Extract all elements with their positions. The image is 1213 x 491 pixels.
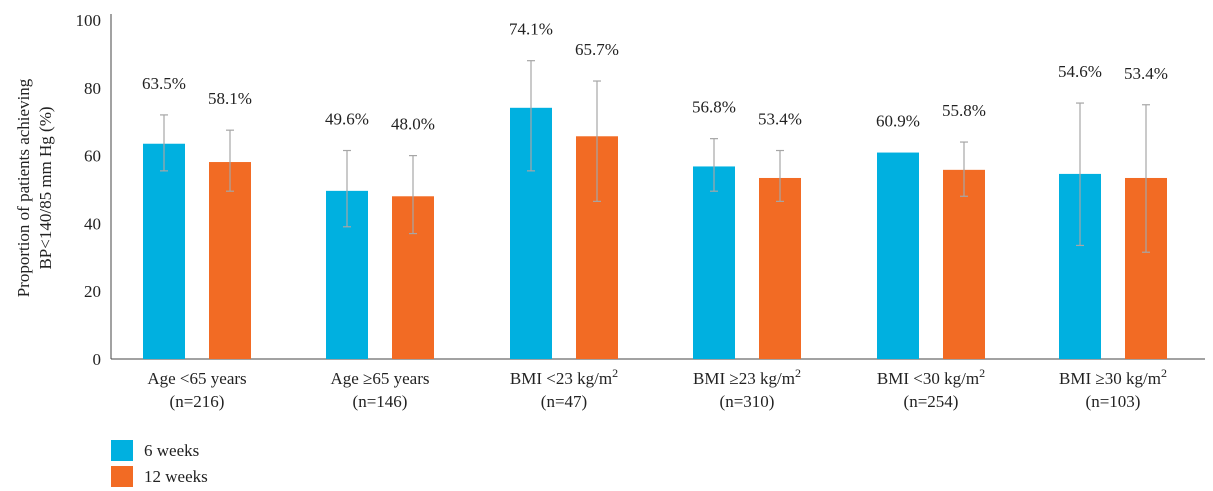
category-label: BMI <30 kg/m2 (n=254) <box>877 366 985 411</box>
y-axis-title-line2: BP<140/85 mm Hg (%) <box>36 106 55 269</box>
category-label-line2: (n=310) <box>720 392 775 411</box>
category-label-line1: BMI ≥23 kg/m2 <box>693 366 801 388</box>
category-label-line1: BMI <30 kg/m2 <box>877 366 985 388</box>
value-label: 65.7% <box>575 40 619 59</box>
error-bar <box>960 141 968 197</box>
y-tick-label: 40 <box>84 214 101 233</box>
error-bar <box>409 155 417 235</box>
bar-12wk-4 <box>943 169 985 359</box>
category-label-line1: Age ≥65 years <box>330 369 429 388</box>
bars <box>143 107 1167 360</box>
legend-swatch-6wk <box>111 440 133 461</box>
value-label: 55.8% <box>942 101 986 120</box>
y-axis-title-line1: Proportion of patients achieving <box>14 78 33 297</box>
value-label: 63.5% <box>142 74 186 93</box>
legend-label: 12 weeks <box>144 467 208 486</box>
legend: 6 weeks 12 weeks <box>111 440 208 487</box>
y-tick-label: 20 <box>84 282 101 301</box>
value-label: 48.0% <box>391 115 435 134</box>
category-label: BMI ≥30 kg/m2 (n=103) <box>1059 366 1167 411</box>
bar-6wk-3 <box>693 166 735 359</box>
category-label: BMI <23 kg/m2 (n=47) <box>510 366 618 411</box>
value-label: 74.1% <box>509 20 553 39</box>
value-labels: 63.5% 49.6% 74.1% 56.8% 60.9% 54.6% 58.1% 48.0%… <box>142 20 1168 134</box>
error-bar <box>1076 102 1084 247</box>
bar-12wk-3 <box>759 177 801 359</box>
value-label: 60.9% <box>876 112 920 131</box>
y-tick-label: 0 <box>93 350 102 369</box>
error-bar <box>710 138 718 192</box>
value-label: 53.4% <box>1124 64 1168 83</box>
value-label: 53.4% <box>758 110 802 129</box>
y-tick-label: 100 <box>76 11 102 30</box>
legend-swatch-12wk <box>111 466 133 487</box>
category-label: Age ≥65 years (n=146) <box>330 369 429 411</box>
bar-6wk-4 <box>877 152 919 359</box>
value-label: 56.8% <box>692 98 736 117</box>
error-bar <box>776 149 784 202</box>
category-label-line2: (n=103) <box>1086 392 1141 411</box>
category-label-line1: BMI <23 kg/m2 <box>510 366 618 388</box>
error-bar <box>343 149 351 228</box>
y-axis-title: Proportion of patients achieving BP<140/… <box>14 78 55 297</box>
y-axis-ticks: 0 20 40 60 80 100 <box>76 11 102 369</box>
y-tick-label: 60 <box>84 147 101 166</box>
error-bar <box>226 129 234 192</box>
category-label-line1: BMI ≥30 kg/m2 <box>1059 366 1167 388</box>
category-label-line2: (n=254) <box>904 392 959 411</box>
category-labels: Age <65 years (n=216) Age ≥65 years (n=146)… <box>147 366 1167 411</box>
error-bar <box>593 80 601 202</box>
error-bar <box>160 114 168 172</box>
bar-6wk-0 <box>143 143 185 359</box>
category-label-line2: (n=146) <box>353 392 408 411</box>
value-label: 58.1% <box>208 89 252 108</box>
error-bars <box>160 60 1150 253</box>
value-label: 54.6% <box>1058 62 1102 81</box>
y-tick-label: 80 <box>84 79 101 98</box>
value-label: 49.6% <box>325 110 369 129</box>
category-label-line2: (n=216) <box>170 392 225 411</box>
category-label: BMI ≥23 kg/m2 (n=310) <box>693 366 801 411</box>
category-label-line1: Age <65 years <box>147 369 246 388</box>
error-bar <box>1142 104 1150 253</box>
legend-label: 6 weeks <box>144 441 199 460</box>
bar-12wk-0 <box>209 162 251 359</box>
error-bar <box>527 60 535 172</box>
category-label: Age <65 years (n=216) <box>147 369 246 411</box>
category-label-line2: (n=47) <box>541 392 587 411</box>
